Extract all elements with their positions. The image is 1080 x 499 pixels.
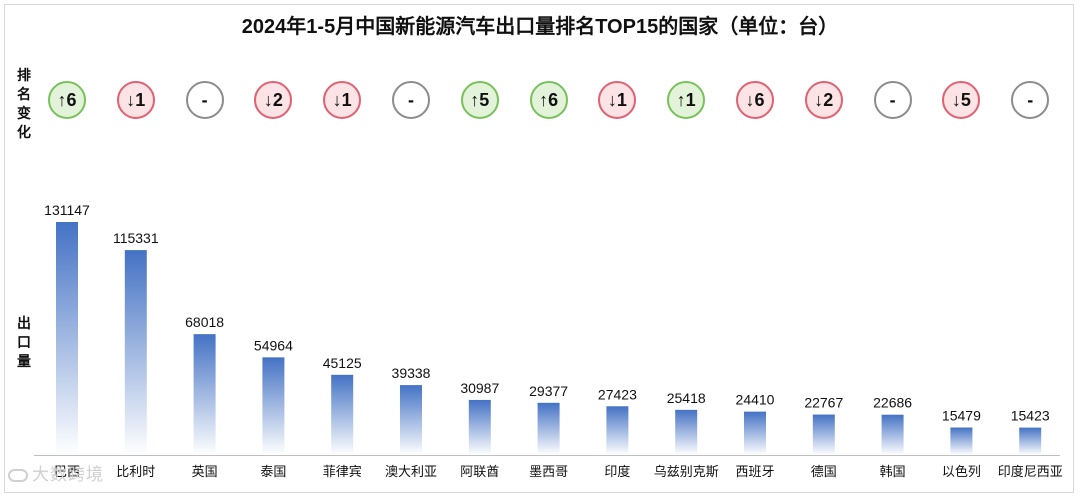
- x-tick-label: 德国: [811, 465, 837, 480]
- bar: [56, 222, 78, 455]
- rank-change-badge: ↑1: [667, 81, 706, 119]
- bar: [124, 250, 147, 455]
- rank-change-badge: -: [185, 81, 224, 119]
- data-label: 24410: [736, 392, 775, 408]
- rank-change-badge: ↓1: [116, 81, 155, 119]
- rank-change-badge: ↓2: [804, 81, 843, 119]
- rank-change-label: 排名变化: [17, 67, 31, 140]
- x-tick-label: 泰国: [260, 465, 286, 480]
- data-label: 68018: [185, 314, 224, 330]
- x-tick-label: 墨西哥: [529, 465, 568, 480]
- watermark-logo-icon: [8, 469, 28, 483]
- x-tick-label: 菲律宾: [323, 464, 362, 480]
- bar: [675, 409, 698, 455]
- bar: [812, 414, 835, 455]
- rank-change-badge: ↓6: [736, 81, 774, 119]
- bar: [262, 357, 285, 455]
- data-label: 25418: [667, 390, 706, 406]
- data-label: 30987: [460, 380, 499, 396]
- chart-frame: [4, 4, 1074, 493]
- bar: [606, 406, 629, 455]
- bar: [193, 334, 216, 455]
- rank-change-badge: ↑6: [48, 81, 86, 119]
- x-axis-line: [34, 455, 1060, 456]
- rank-change-badge: -: [1011, 81, 1050, 119]
- data-label: 45125: [323, 355, 362, 371]
- bar: [744, 411, 766, 455]
- x-tick-label: 澳大利亚: [385, 464, 437, 480]
- data-label: 29377: [529, 383, 568, 399]
- chart-title: 2024年1-5月中国新能源汽车出口量排名TOP15的国家（单位：台）: [241, 16, 839, 38]
- rank-change-badge: ↓5: [942, 81, 981, 119]
- rank-change-badge: -: [873, 81, 912, 119]
- rank-change-badge: ↑5: [460, 81, 499, 119]
- data-label: 15423: [1011, 408, 1050, 424]
- x-tick-label: 韩国: [880, 465, 906, 480]
- bar: [468, 399, 491, 455]
- x-tick-label: 以色列: [942, 464, 981, 480]
- data-label: 39338: [392, 365, 431, 381]
- bar: [881, 414, 904, 455]
- data-label: 131147: [44, 202, 90, 218]
- bar: [1019, 427, 1042, 455]
- watermark: 大数跨境: [8, 460, 104, 485]
- bar: [537, 402, 560, 455]
- x-tick-label: 印度: [604, 464, 630, 480]
- x-tick-label: 比利时: [116, 465, 155, 480]
- rank-change-badge: -: [392, 81, 430, 119]
- data-label: 15479: [942, 407, 981, 423]
- rank-change-badge: ↓1: [598, 81, 637, 119]
- rank-change-badge: ↓2: [254, 81, 293, 119]
- x-tick-label: 印度尼西亚: [998, 464, 1063, 480]
- data-label: 27423: [598, 386, 637, 402]
- bar: [331, 374, 354, 455]
- rank-change-badge: ↑6: [529, 81, 568, 119]
- y-axis-label: 出口量: [17, 315, 31, 369]
- watermark-text: 大数跨境: [32, 465, 104, 484]
- bar: [400, 385, 422, 455]
- x-tick-label: 西班牙: [735, 465, 774, 480]
- x-tick-label: 阿联酋: [460, 464, 499, 480]
- data-label: 22767: [804, 395, 843, 411]
- x-tick-label: 乌兹别克斯: [654, 464, 719, 480]
- rank-change-badge: ↓1: [323, 81, 362, 119]
- data-label: 115331: [113, 230, 159, 246]
- bar: [950, 427, 973, 455]
- data-label: 54964: [254, 337, 293, 353]
- x-tick-label: 英国: [192, 465, 218, 480]
- data-label: 22686: [873, 395, 912, 411]
- x-tick-label: 巴西: [54, 465, 80, 480]
